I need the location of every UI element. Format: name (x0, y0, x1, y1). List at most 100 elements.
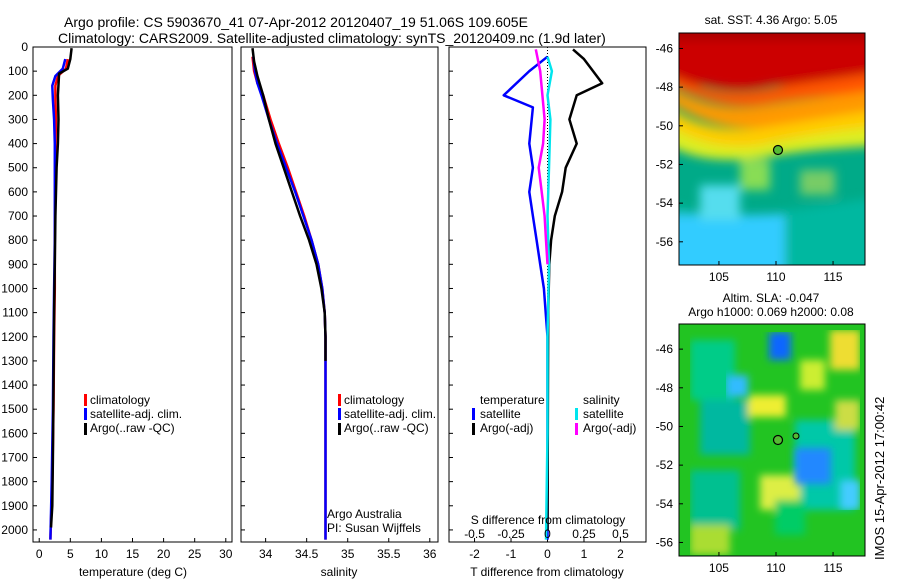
map-y-tick-label: -56 (656, 535, 674, 549)
header-line-2: Climatology: CARS2009. Satellite-adjuste… (58, 30, 606, 46)
legend-sat-swatch (84, 408, 87, 420)
s-tick-label: 0.25 (572, 527, 596, 541)
map-x-tick-label: 110 (766, 270, 785, 284)
y-tick-label: 1100 (2, 306, 28, 320)
x-tick-label: 34.5 (295, 547, 319, 561)
salinity-legend: climatology satellite-adj. clim. Argo(..… (338, 393, 436, 435)
y-tick-label: 1600 (1, 426, 28, 440)
series-line-argorawqc (49, 48, 73, 528)
legend-argo-label: Argo(..raw -QC) (344, 421, 429, 435)
legend-argo-swatch (338, 423, 341, 435)
sla-map-subtitle: Argo h1000: 0.069 h2000: 0.08 (688, 305, 854, 319)
map-x-tick-label: 110 (766, 561, 785, 575)
x-tick-label: 0 (36, 547, 43, 561)
series-line-climatology (251, 56, 327, 540)
y-tick-label: 800 (8, 233, 28, 247)
legend-t-sat-swatch (472, 408, 475, 420)
legend-s-argo-label: Argo(-adj) (583, 421, 636, 435)
legend-clim-label: climatology (344, 393, 404, 407)
map-y-tick-label: -54 (656, 196, 674, 210)
y-tick-label: 700 (8, 209, 28, 223)
sla-argo-position-marker (772, 434, 784, 446)
legend-t-argo-swatch (472, 423, 475, 435)
map-y-tick-label: -50 (656, 119, 674, 133)
map-y-tick-label: -48 (656, 381, 674, 395)
series-line-satellite (544, 56, 554, 540)
x-tick-label: 10 (95, 547, 109, 561)
sst-argo-position-marker (772, 144, 784, 156)
legend-t-sat-label: satellite (480, 407, 521, 421)
s-tick-label: 0 (544, 527, 551, 541)
y-tick-label: 600 (8, 185, 28, 199)
sst-map-frame (678, 32, 866, 266)
x-tick-label: 30 (219, 547, 233, 561)
diff-temperature-heading: temperature (480, 393, 545, 407)
series-line-argoadj (534, 49, 549, 265)
map-y-tick-label: -52 (656, 157, 674, 171)
series-line-argorawqc (251, 48, 327, 361)
x-tick-label: 35.5 (377, 547, 401, 561)
s-tick-label: -0.5 (464, 527, 485, 541)
y-tick-label: 200 (8, 88, 28, 102)
map-y-tick-label: -46 (656, 41, 674, 55)
sst-map (679, 33, 865, 265)
salinity-panel-frame (240, 46, 439, 543)
sst-map-title: sat. SST: 4.36 Argo: 5.05 (705, 13, 838, 27)
legend-s-sat-label: satellite (583, 407, 624, 421)
s-difference-title: S difference from climatology (471, 513, 626, 527)
imos-timestamp: IMOS 15-Apr-2012 17:00:42 (872, 396, 887, 560)
map-y-tick-label: -46 (656, 342, 674, 356)
pi-label: PI: Susan Wijffels (327, 521, 421, 535)
legend-argo-label: Argo(..raw -QC) (90, 421, 175, 435)
x-tick-label: -1 (506, 547, 517, 561)
series-line-satelliteadjclim (252, 56, 327, 540)
y-tick-label: 400 (8, 137, 28, 151)
sla-map (679, 324, 865, 556)
series-line-satellite (502, 55, 549, 540)
temperature-panel-frame (32, 46, 233, 543)
y-tick-label: 900 (8, 257, 28, 271)
x-tick-label: 34 (259, 547, 273, 561)
temperature-legend: climatology satellite-adj. clim. Argo(..… (84, 393, 182, 435)
x-tick-label: 20 (157, 547, 171, 561)
sla-map-frame (678, 323, 866, 557)
map-y-tick-label: -54 (656, 497, 674, 511)
salinity-x-label: salinity (321, 565, 358, 579)
y-tick-label: 0 (21, 40, 28, 54)
argo-australia-label: Argo Australia (327, 507, 402, 521)
x-tick-label: 5 (67, 547, 74, 561)
y-tick-label: 2000 (1, 523, 28, 537)
map-x-tick-label: 115 (823, 270, 842, 284)
y-tick-label: 1200 (1, 330, 28, 344)
y-tick-label: 300 (8, 112, 28, 126)
y-tick-label: 500 (8, 161, 28, 175)
diff-salinity-heading: salinity (583, 393, 620, 407)
legend-clim-label: climatology (90, 393, 150, 407)
y-tick-label: 1700 (1, 450, 28, 464)
legend-sat-label: satellite-adj. clim. (90, 407, 182, 421)
series-line-argoadj (546, 48, 604, 530)
x-tick-label: 15 (126, 547, 140, 561)
t-difference-x-label: T difference from climatology (470, 565, 624, 579)
map-x-tick-label: 115 (823, 561, 842, 575)
y-tick-label: 1800 (1, 475, 28, 489)
y-tick-label: 1900 (1, 499, 28, 513)
x-tick-label: 2 (617, 547, 624, 561)
x-tick-label: 36 (423, 547, 437, 561)
legend-s-argo-swatch (575, 423, 578, 435)
y-tick-label: 1300 (1, 354, 28, 368)
legend-clim-swatch (338, 394, 341, 406)
map-x-tick-label: 105 (709, 561, 729, 575)
sla-map-title: Altim. SLA: -0.047 (723, 291, 820, 305)
map-y-tick-label: -52 (656, 458, 674, 472)
temperature-x-label: temperature (deg C) (79, 565, 187, 579)
legend-sat-swatch (338, 408, 341, 420)
difference-legend: temperature salinity satellite Argo(-adj… (472, 393, 636, 435)
legend-s-sat-swatch (575, 408, 578, 420)
legend-sat-label: satellite-adj. clim. (344, 407, 436, 421)
sla-secondary-marker (792, 432, 800, 440)
y-tick-label: 1000 (1, 281, 28, 295)
y-tick-label: 100 (8, 64, 28, 78)
x-tick-label: 0 (544, 547, 551, 561)
